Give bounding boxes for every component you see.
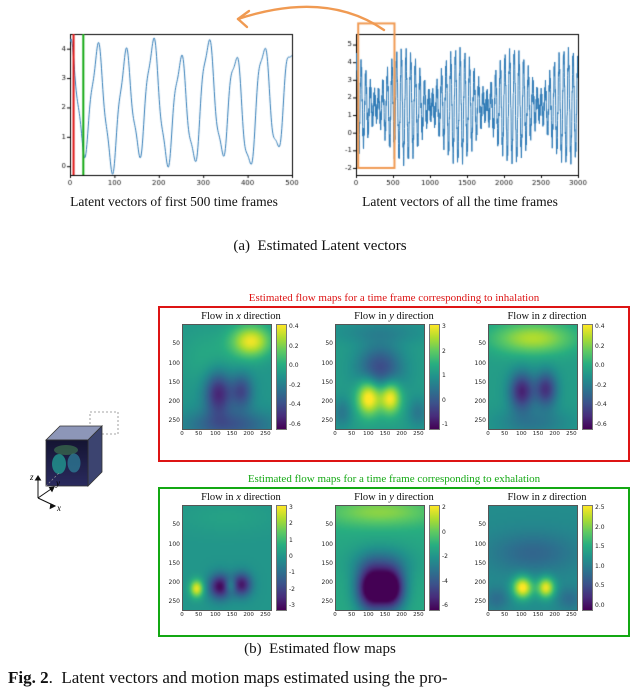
figure-caption-text: . Latent vectors and motion maps estimat… [48, 668, 448, 687]
heatmap-y-axis: 50 100 150 200 250 [321, 340, 333, 425]
caption-b: (b) Estimated flow maps [244, 641, 396, 657]
flow-heatmap-x [182, 324, 272, 430]
colorbar-ticks: 0.4 0.2 0.0 -0.2 -0.4 -0.6 [595, 323, 607, 428]
flow-heatmap-z [488, 324, 578, 430]
latent-all-chart [332, 20, 588, 192]
colorbar-ticks: 0.4 0.2 0.0 -0.2 -0.4 -0.6 [289, 323, 301, 428]
flow-panel-z-inhalation: Flow in z direction 50 100 150 200 250 0.4 0.2 0… [474, 310, 620, 439]
flow-heatmap-z [488, 505, 578, 611]
flow-panel-z-exhalation: Flow in z direction 50 100 150 200 250 2.5 2.0 1… [474, 491, 620, 620]
heatmap-x-axis: 0 50 100 150 200 250 [486, 431, 577, 437]
colorbar [276, 505, 287, 611]
flow-heatmap-y [335, 505, 425, 611]
flow-panel-title: Flow in z direction [507, 492, 587, 503]
latent-first500-caption: Latent vectors of first 500 time frames [70, 194, 278, 209]
heatmap-x-axis: 0 50 100 150 200 250 [333, 612, 424, 618]
flow-heatmap-y [335, 324, 425, 430]
flow-panel-title: Flow in y direction [354, 492, 434, 503]
latent-all-caption: Latent vectors of all the time frames [362, 194, 558, 209]
colorbar-ticks: 3 2 1 0 -1 [442, 323, 448, 428]
heatmap-y-axis: 50 100 150 200 250 [321, 521, 333, 606]
colorbar-ticks: 3 2 1 0 -1 -2 -3 [289, 504, 295, 609]
colorbar [429, 324, 440, 430]
exhalation-title: Estimated flow maps for a time frame cor… [247, 473, 541, 485]
flow-panel-title: Flow in z direction [507, 311, 587, 322]
flow-panel-y-inhalation: Flow in y direction 50 100 150 200 250 3 2 1 0 -1 0… [321, 310, 467, 439]
colorbar-ticks: 2.5 2.0 1.5 1.0 0.5 0.0 [595, 504, 605, 609]
heatmap-y-axis: 50 100 150 200 250 [168, 521, 180, 606]
inhalation-panel-group: Flow in x direction 50 100 150 200 250 0.4 0.2 0… [158, 306, 630, 462]
axes-arrows-icon [34, 475, 57, 510]
heatmap-x-axis: 0 50 100 150 200 250 [333, 431, 424, 437]
flow-panel-x-inhalation: Flow in x direction 50 100 150 200 250 0.4 0.2 0… [168, 310, 314, 439]
flow-panel-title: Flow in x direction [201, 311, 281, 322]
colorbar [582, 324, 593, 430]
figure-caption-label: Fig. 2 [8, 668, 49, 687]
axis-label-z: z [29, 472, 34, 482]
exhalation-panel-group: Flow in x direction 50 100 150 200 250 3 2 1 0 -1-… [158, 487, 630, 637]
inhalation-title: Estimated flow maps for a time frame cor… [248, 292, 540, 304]
volume-3d-icon: z y x [29, 411, 119, 512]
heatmap-y-axis: 50 100 150 200 250 [168, 340, 180, 425]
latent-first500-chart [46, 20, 302, 192]
heatmap-y-axis: 50 100 150 200 250 [474, 521, 486, 606]
colorbar [582, 505, 593, 611]
colorbar-ticks: 2 0 -2 -4 -6 [442, 504, 448, 609]
flow-panel-title: Flow in x direction [201, 492, 281, 503]
flow-panel-x-exhalation: Flow in x direction 50 100 150 200 250 3 2 1 0 -1-… [168, 491, 314, 620]
heatmap-x-axis: 0 50 100 150 200 250 [180, 612, 271, 618]
flow-panel-title: Flow in y direction [354, 311, 434, 322]
slice-outline-icon [89, 411, 119, 435]
heatmap-x-axis: 0 50 100 150 200 250 [486, 612, 577, 618]
flow-heatmap-x [182, 505, 272, 611]
figure-caption: Fig. 2. Latent vectors and motion maps e… [8, 668, 632, 688]
flow-panel-y-exhalation: Flow in y direction 50 100 150 200 250 2 0 -2 -4-… [321, 491, 467, 620]
heatmap-y-axis: 50 100 150 200 250 [474, 340, 486, 425]
axis-label-x: x [56, 503, 61, 512]
axis-label-y: y [55, 478, 60, 488]
colorbar [429, 505, 440, 611]
colorbar [276, 324, 287, 430]
caption-a: (a) Estimated Latent vectors [233, 238, 407, 254]
heatmap-x-axis: 0 50 100 150 200 250 [180, 431, 271, 437]
